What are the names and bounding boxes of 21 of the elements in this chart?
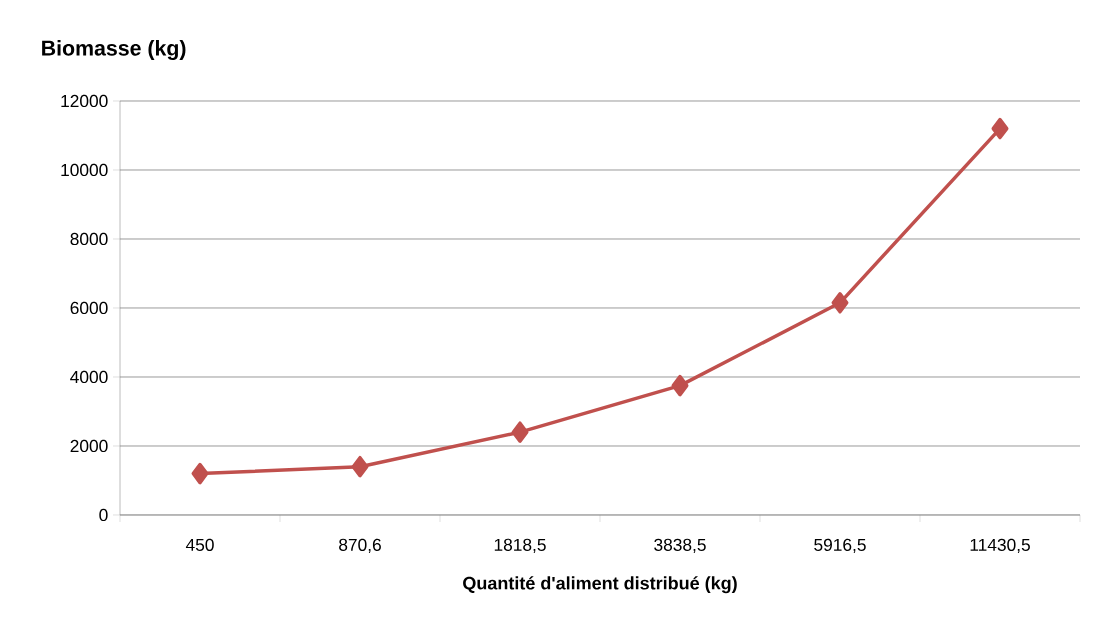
point <box>991 117 1009 140</box>
point <box>351 455 369 478</box>
y-tick-label: 2000 <box>70 439 108 453</box>
x-tick-label: 450 <box>185 538 214 551</box>
y-tick-label: 10000 <box>61 163 108 177</box>
y-tick-label: 4000 <box>70 370 108 384</box>
x-tick-label: 11430,5 <box>970 538 1030 554</box>
point <box>831 292 849 314</box>
y-tick-label: 12000 <box>61 94 108 108</box>
point <box>191 462 209 485</box>
x-tick-label: 870,6 <box>339 538 381 554</box>
y-tick-label: 6000 <box>70 301 108 315</box>
x-tick-label: 3838,5 <box>654 538 706 554</box>
y-tick-label: 0 <box>99 508 108 522</box>
y-tick-label: 8000 <box>70 232 108 246</box>
x-axis-title: Quantité d'aliment distribué (kg) <box>463 576 737 594</box>
point <box>511 421 529 443</box>
y-axis-title: Biomasse (kg) <box>42 40 186 60</box>
point <box>671 374 689 397</box>
x-tick-label: 5916,5 <box>814 538 866 554</box>
x-tick-label: 1818,5 <box>494 538 546 554</box>
